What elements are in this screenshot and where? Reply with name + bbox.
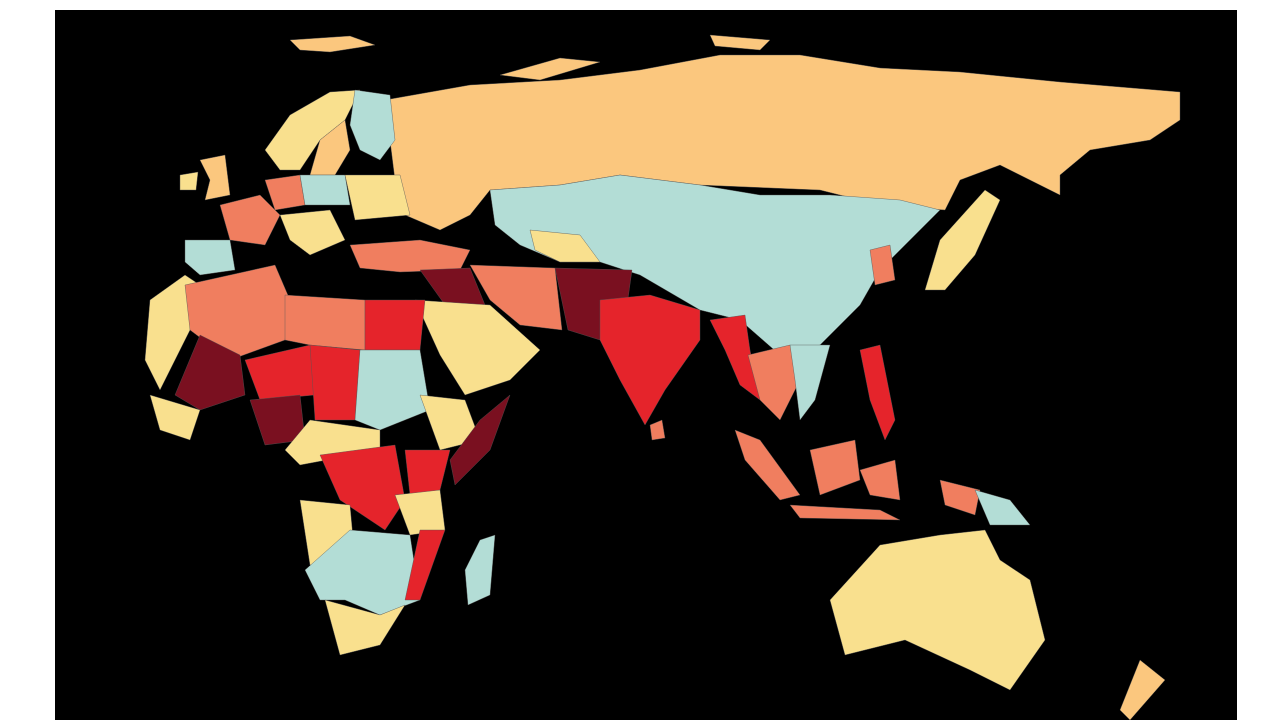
iran	[469, 264, 563, 331]
sulawesi	[859, 459, 901, 501]
drc	[319, 444, 406, 531]
finland	[349, 89, 396, 161]
arctic-island	[709, 34, 771, 51]
senegal-guinea	[149, 394, 201, 441]
mali	[174, 334, 246, 411]
thailand	[747, 344, 801, 421]
uzbekistan	[529, 229, 601, 263]
philippines	[859, 344, 896, 441]
sri-lanka	[649, 419, 666, 441]
uk	[199, 154, 231, 201]
ireland	[179, 171, 199, 191]
ukraine	[344, 174, 411, 221]
balkans	[279, 209, 346, 256]
sweden	[309, 119, 351, 176]
egypt	[364, 299, 426, 351]
south-africa	[324, 599, 406, 656]
chad	[309, 344, 361, 421]
mozambique	[404, 529, 446, 601]
madagascar	[464, 534, 496, 606]
libya	[284, 294, 366, 351]
png	[974, 489, 1031, 526]
poland	[299, 174, 351, 206]
sudan	[354, 349, 431, 431]
papua-west	[939, 479, 981, 516]
spain	[184, 239, 236, 276]
vietnam	[789, 344, 831, 421]
sumatra	[734, 429, 801, 501]
russia	[384, 54, 1181, 231]
somalia	[449, 394, 511, 486]
borneo	[809, 439, 861, 496]
new-zealand	[1119, 659, 1166, 720]
java	[789, 504, 901, 521]
india	[599, 294, 701, 426]
japan	[924, 189, 1001, 291]
novaya-zemlya	[499, 57, 601, 81]
korea	[869, 244, 896, 286]
southern-africa	[304, 529, 421, 616]
australia	[829, 529, 1046, 691]
svalbard	[289, 35, 376, 53]
arabia	[414, 299, 541, 396]
france	[219, 194, 281, 246]
